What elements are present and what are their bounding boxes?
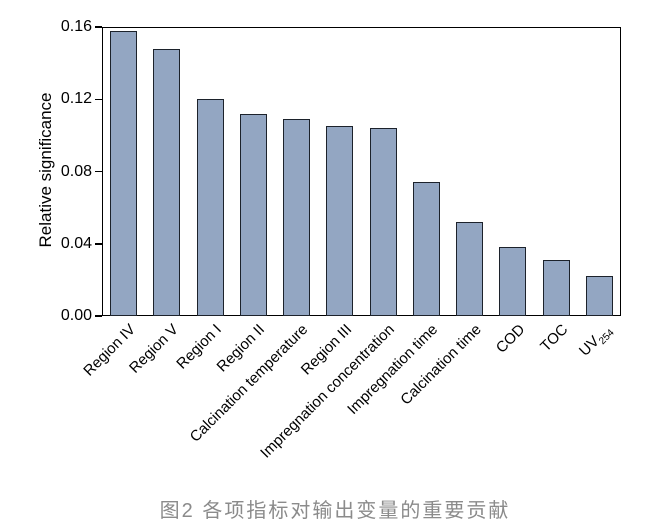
- y-tick-mark: [95, 26, 102, 28]
- plot-area: [102, 27, 621, 316]
- bar-region-ii: [239, 113, 267, 316]
- x-tick-label: TOC: [536, 321, 572, 356]
- bar-cod: [499, 247, 527, 316]
- bar-toc: [542, 260, 570, 316]
- bar-region-iv: [110, 30, 138, 316]
- x-tick-label-subscript: 254: [596, 327, 617, 347]
- bar-impregnation-time: [412, 182, 440, 316]
- bar-region-iii: [326, 126, 354, 316]
- y-tick-mark: [95, 243, 102, 245]
- x-tick-label: COD: [492, 321, 528, 357]
- x-tick-label: Region IV: [80, 321, 139, 380]
- y-tick-mark: [95, 315, 102, 317]
- y-tick-label: 0.00: [60, 307, 92, 324]
- bar-impregnation-concentration: [369, 128, 397, 316]
- y-tick-label: 0.12: [60, 90, 92, 108]
- bar-uv: [585, 276, 613, 316]
- figure-caption: 图2 各项指标对输出变量的重要贡献: [159, 500, 511, 522]
- bar-region-v: [153, 48, 181, 316]
- bar-region-i: [196, 99, 224, 316]
- y-tick-label: 0.08: [60, 162, 92, 180]
- bar-calcination-time: [456, 222, 484, 316]
- x-tick-label: Calcination time: [397, 321, 485, 409]
- y-tick-label: 0.16: [60, 18, 92, 35]
- y-tick-mark: [95, 98, 102, 100]
- y-tick-label: 0.04: [60, 234, 92, 252]
- x-tick-label: UV254: [575, 327, 617, 360]
- bar-calcination-temperature: [283, 119, 311, 316]
- y-tick-mark: [95, 170, 102, 173]
